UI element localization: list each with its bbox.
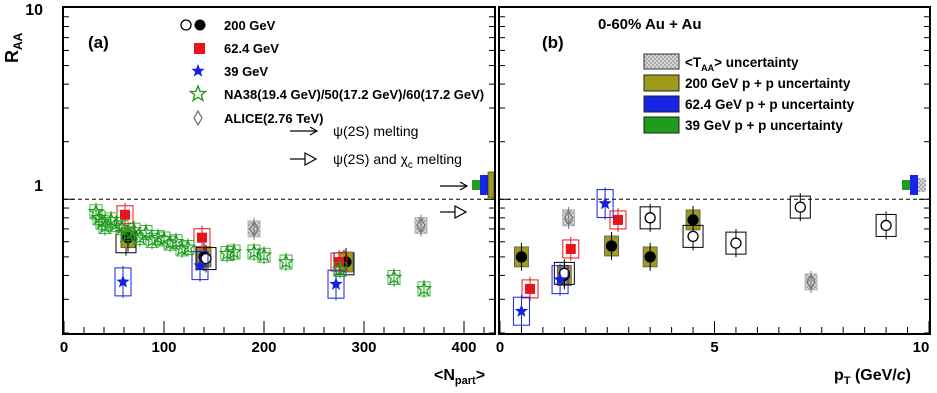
panel-b-title: 0-60% Au + Au bbox=[598, 16, 702, 33]
limit-open-arrow-head-icon bbox=[454, 204, 468, 220]
na-point bbox=[331, 260, 349, 277]
y-tick-label-10: 10 bbox=[25, 2, 43, 19]
legend-39-marker bbox=[191, 64, 205, 77]
legend-alice-marker bbox=[193, 109, 203, 127]
point-62 bbox=[565, 243, 576, 254]
na-point bbox=[277, 253, 295, 270]
point-62 bbox=[525, 283, 536, 294]
norm-box-62 bbox=[480, 175, 488, 195]
norm-box-39 bbox=[472, 180, 480, 190]
panel-b-label: (b) bbox=[542, 33, 564, 52]
panel-b-x-tick-label: 0 bbox=[496, 339, 504, 356]
y-tick-label-1: 1 bbox=[34, 178, 43, 195]
na-point bbox=[179, 238, 197, 255]
panel-b-x-tick-label: 10 bbox=[913, 339, 930, 356]
legend-label-62: 62.4 GeV bbox=[224, 41, 279, 56]
alice-point bbox=[563, 209, 574, 227]
panel-b: 0 5 10 (b) 0-60% Au + Au <TAA> uncertainty… bbox=[496, 6, 931, 387]
point-200 bbox=[730, 237, 742, 249]
panel-a-norm-boxes bbox=[472, 171, 495, 199]
open-arrow-head-icon bbox=[304, 151, 318, 167]
na-point bbox=[385, 268, 403, 285]
panel-b-norm-boxes bbox=[902, 175, 926, 195]
point-39 bbox=[553, 272, 567, 286]
point-62 bbox=[612, 214, 623, 225]
point-39 bbox=[193, 258, 207, 272]
point-200 bbox=[687, 230, 699, 243]
na-point bbox=[255, 246, 273, 263]
panel-a-frame bbox=[62, 6, 496, 335]
panel-b-marks bbox=[500, 187, 929, 328]
arrow-head-icon bbox=[309, 126, 319, 136]
point-39 bbox=[329, 277, 343, 290]
point-200 bbox=[794, 201, 806, 213]
point-62 bbox=[197, 232, 207, 243]
panel-a-x-tick-label: 200 bbox=[251, 339, 276, 356]
legend-62-marker bbox=[194, 43, 205, 54]
legend-taa-swatch bbox=[643, 53, 680, 70]
legend-na-marker bbox=[188, 84, 208, 102]
point-39 bbox=[598, 196, 612, 210]
legend-200-open-marker bbox=[180, 19, 192, 31]
point-200 bbox=[200, 252, 212, 265]
legend-62pp-label: 62.4 GeV p + p uncertainty bbox=[685, 97, 855, 112]
legend-200-filled-marker bbox=[194, 19, 206, 31]
legend-200pp-label: 200 GeV p + p uncertainty bbox=[685, 76, 851, 91]
legend-taa-label: <TAA> uncertainty bbox=[685, 55, 799, 73]
legend-label-200: 200 GeV bbox=[224, 18, 276, 33]
point-200 bbox=[605, 240, 618, 252]
point-200 bbox=[515, 251, 528, 263]
y-axis-title: RAA bbox=[2, 32, 25, 63]
legend-label-na: NA38(19.4 GeV)/50(17.2 GeV)/60(17.2 GeV) bbox=[224, 87, 484, 102]
point-39 bbox=[514, 304, 529, 317]
alice-point bbox=[806, 273, 816, 291]
panel-b-x-axis-title: pT (GeV/c) bbox=[834, 367, 911, 387]
panel-a-x-ticks: 0 100 200 300 400 bbox=[60, 16, 494, 356]
norm-box-62-b bbox=[910, 175, 918, 195]
legend-39pp-swatch bbox=[643, 116, 680, 134]
point-200 bbox=[644, 212, 656, 224]
norm-box-39-b bbox=[902, 180, 910, 190]
panel-b-legend: <TAA> uncertainty 200 GeV p + p uncertai… bbox=[643, 53, 855, 134]
panel-a: 0 100 200 300 400 (a) 200 GeV 62.4 GeV 39 Ge… bbox=[60, 6, 496, 387]
point-200 bbox=[880, 219, 892, 232]
alice-point bbox=[249, 220, 259, 238]
annotation-psi2s-chic: ψ(2S) and χc melting bbox=[290, 151, 462, 171]
annotation-psi2s-text: ψ(2S) melting bbox=[333, 123, 418, 139]
panel-a-marks bbox=[64, 198, 494, 301]
y-axis-title-sub: AA bbox=[11, 32, 25, 50]
norm-box-200 bbox=[487, 171, 495, 199]
na-point bbox=[225, 243, 243, 260]
panel-a-x-axis-title: <Npart> bbox=[434, 367, 485, 387]
panel-a-x-tick-label: 100 bbox=[151, 339, 176, 356]
legend-39pp-label: 39 GeV p + p uncertainty bbox=[685, 118, 843, 133]
panel-a-x-tick-label: 300 bbox=[351, 339, 376, 356]
na-point bbox=[245, 243, 263, 260]
legend-label-alice: ALICE(2.76 TeV) bbox=[224, 111, 323, 126]
point-62 bbox=[120, 209, 130, 220]
annotation-psi2s-chic-text: ψ(2S) and χc melting bbox=[333, 151, 462, 171]
legend-label-39: 39 GeV bbox=[224, 64, 268, 79]
point-200 bbox=[644, 251, 656, 263]
panel-a-x-tick-label: 400 bbox=[451, 339, 476, 356]
panel-b-frame bbox=[498, 6, 931, 335]
alice-point bbox=[416, 217, 426, 234]
panel-a-x-tick-label: 0 bbox=[60, 339, 68, 356]
na-point bbox=[415, 280, 433, 296]
panel-a-legend: 200 GeV 62.4 GeV 39 GeV NA38(19.4 GeV)/5… bbox=[180, 18, 484, 127]
norm-box-taa-b bbox=[918, 178, 926, 192]
legend-200pp-swatch bbox=[643, 74, 680, 92]
point-39 bbox=[116, 274, 130, 288]
na-point bbox=[218, 244, 236, 261]
panel-b-x-tick-label: 5 bbox=[710, 339, 718, 356]
limit-arrows bbox=[440, 181, 469, 220]
annotation-psi2s: ψ(2S) melting bbox=[290, 123, 418, 139]
limit-arrow-head-icon bbox=[459, 181, 469, 191]
panel-b-x-ticks: 0 5 10 bbox=[496, 16, 930, 356]
panel-a-label: (a) bbox=[88, 33, 109, 52]
legend-62pp-swatch bbox=[643, 95, 680, 113]
